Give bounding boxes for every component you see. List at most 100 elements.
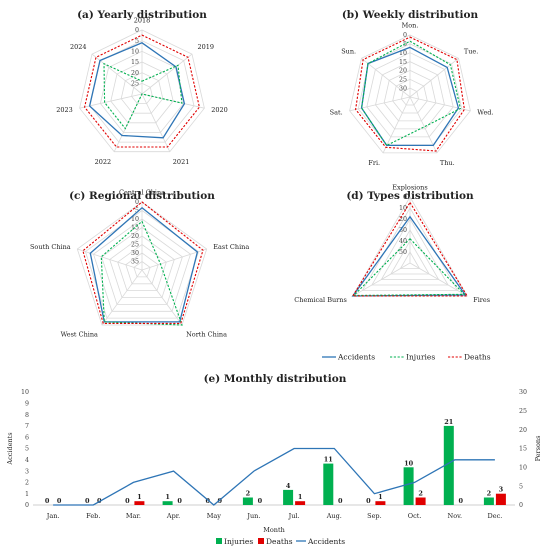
spoke [77, 248, 143, 271]
legend-swatch-injuries [216, 538, 222, 544]
tick-label: 0 [135, 199, 139, 206]
x-tick-label: Nov. [448, 512, 463, 520]
tick-label: 25 [131, 242, 139, 249]
category-label: Mon. [402, 22, 419, 30]
series-deaths [84, 34, 200, 148]
x-tick-label: May [207, 512, 222, 520]
category-label: Fri. [368, 159, 380, 167]
bar-deaths [375, 501, 386, 505]
y2-tick-label: 15 [519, 446, 527, 453]
y2-tick-label: 30 [519, 389, 527, 396]
bar-injuries [323, 463, 334, 505]
category-label: Central China [119, 189, 165, 197]
spoke [382, 96, 411, 154]
series-injuries [103, 62, 183, 130]
chart-title: (b) Weekly distribution [342, 9, 479, 21]
category-label: East China [213, 243, 249, 251]
grid-ring [101, 227, 183, 305]
data-label-deaths: 1 [137, 493, 142, 501]
series-accidents-line [53, 447, 495, 506]
tick-label: 25 [399, 77, 407, 84]
category-label: 2020 [211, 106, 228, 114]
data-label-injuries: 0 [366, 497, 371, 505]
data-label-deaths: 0 [218, 497, 223, 505]
tick-label: 20 [131, 70, 139, 77]
y-tick-label: 7 [25, 423, 29, 430]
chart-title: (e) Monthly distribution [204, 373, 347, 385]
grid-ring [366, 52, 454, 138]
data-label-deaths: 1 [298, 493, 303, 501]
spoke [349, 96, 411, 112]
grid-ring [93, 218, 191, 312]
grid-ring [380, 229, 440, 280]
y-tick-label: 0 [25, 502, 29, 509]
grid-ring [383, 69, 437, 122]
tick-label: 10 [399, 205, 407, 212]
category-label: Sat. [330, 109, 343, 117]
spoke [141, 53, 193, 95]
y-tick-label: 6 [25, 434, 29, 441]
tick-label: 20 [131, 233, 139, 240]
x-tick-label: Jan. [46, 512, 60, 520]
y-tick-label: 10 [21, 389, 29, 396]
category-label: 2018 [134, 17, 151, 25]
y2-tick-label: 5 [519, 483, 523, 490]
tick-label: 5 [135, 208, 139, 215]
radar-yearly: (a) Yearly distribution 0 5 10 15 20 25 2018 201… [56, 9, 227, 166]
series-deaths [351, 201, 469, 297]
bar-deaths [134, 501, 145, 505]
category-label: Explosions [392, 184, 427, 192]
grid-ring [400, 87, 420, 106]
chart-title: (a) Yearly distribution [77, 9, 207, 21]
tick-label: 15 [131, 59, 139, 66]
y-tick-label: 5 [25, 446, 29, 453]
tick-label: 10 [131, 216, 139, 223]
data-label-deaths: 1 [378, 493, 383, 501]
y2-tick-label: 0 [519, 502, 523, 509]
data-label-injuries: 0 [45, 497, 50, 505]
grid-ring [109, 235, 175, 298]
bar-monthly: (e) Monthly distribution0123456789100510… [6, 373, 542, 546]
bar-legend: Injuries Deaths Accidents [216, 537, 345, 546]
spoke [409, 96, 471, 112]
data-label-injuries: 2 [487, 490, 492, 498]
category-label: Thu. [440, 159, 455, 167]
tick-label: 15 [399, 59, 407, 66]
spoke [409, 96, 438, 154]
bar-injuries [403, 467, 414, 505]
tick-label: 20 [399, 68, 407, 75]
tick-label: 10 [399, 50, 407, 57]
data-label-injuries: 10 [404, 459, 414, 467]
spoke [141, 93, 205, 109]
series-injuries [352, 238, 466, 297]
category-label: Sun. [341, 48, 356, 56]
spoke [141, 93, 171, 152]
y-axis-title: Accidents [6, 432, 14, 465]
grid-ring [99, 50, 185, 133]
data-label-deaths: 3 [499, 486, 504, 494]
category-label: 2019 [198, 43, 215, 51]
tick-label: 25 [131, 81, 139, 88]
grid-ring [120, 72, 164, 114]
data-label-injuries: 0 [206, 497, 211, 505]
x-tick-label: Dec. [488, 512, 503, 520]
category-label: Wed. [477, 109, 493, 117]
x-tick-label: Feb. [86, 512, 100, 520]
y-tick-label: 4 [25, 457, 29, 464]
spoke [141, 269, 183, 326]
data-label-deaths: 0 [459, 497, 464, 505]
tick-label: 50 [399, 249, 407, 256]
data-label-deaths: 0 [338, 497, 343, 505]
legend-label: Injuries [406, 353, 435, 362]
legend-label: Injuries [224, 537, 253, 546]
data-label-deaths: 0 [258, 497, 263, 505]
y-tick-label: 8 [25, 412, 29, 419]
grid-ring [76, 201, 208, 326]
grid-ring [133, 261, 151, 278]
bar-injuries [242, 497, 253, 505]
category-label: 2024 [70, 43, 87, 51]
tick-label: 0 [403, 32, 407, 39]
tick-label: 5 [135, 38, 139, 45]
radar-regional: (c) Regional distribution05101520253035C… [30, 189, 249, 339]
